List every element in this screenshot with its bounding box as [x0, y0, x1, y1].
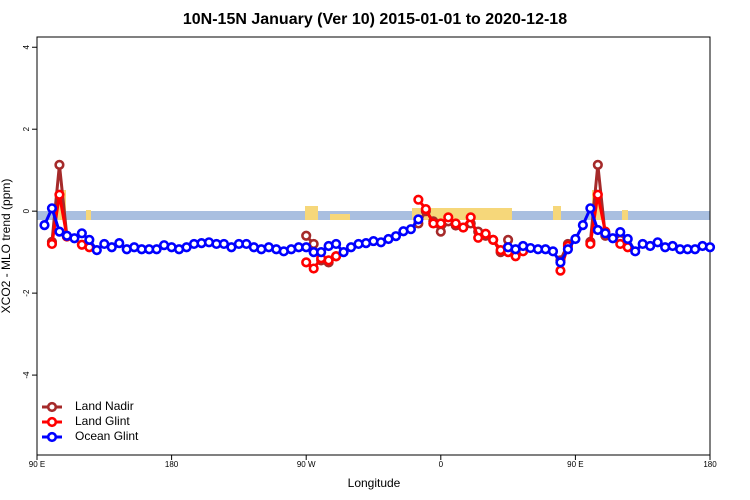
point	[704, 242, 716, 253]
point	[323, 255, 334, 266]
land-patch	[622, 210, 628, 220]
point	[316, 247, 327, 258]
point	[338, 247, 349, 258]
point	[622, 233, 633, 245]
point	[46, 203, 58, 214]
point	[405, 224, 416, 235]
point	[585, 203, 596, 214]
point	[488, 234, 499, 245]
point	[301, 230, 312, 241]
land-patch	[412, 208, 512, 220]
point	[54, 159, 65, 170]
point	[91, 244, 102, 256]
point	[480, 228, 491, 239]
x-tick-label: 180	[165, 460, 179, 469]
point	[76, 228, 87, 239]
point	[308, 263, 319, 274]
x-tick-label: 180	[703, 460, 717, 469]
point	[331, 251, 342, 262]
point	[413, 194, 424, 205]
point	[106, 242, 117, 253]
point	[458, 222, 469, 233]
land-ocean-strip	[37, 190, 710, 220]
point	[592, 159, 603, 170]
point	[151, 244, 162, 255]
point	[615, 226, 626, 238]
point	[443, 212, 454, 223]
point	[413, 214, 424, 225]
point	[54, 189, 65, 200]
point	[555, 265, 566, 276]
x-tick-label: 90 W	[297, 460, 316, 469]
legend-swatch-point	[46, 401, 58, 413]
point	[570, 233, 581, 245]
land-patch	[330, 214, 350, 220]
point	[630, 246, 641, 257]
y-tick-label: 0	[22, 208, 31, 213]
point	[450, 218, 461, 229]
x-tick-label: 90 E	[29, 460, 45, 469]
point	[577, 220, 588, 231]
y-tick-label: -4	[22, 371, 31, 379]
point	[84, 234, 95, 245]
point	[114, 238, 125, 249]
point	[331, 238, 342, 250]
series	[39, 203, 716, 268]
point	[645, 240, 656, 252]
legend-swatch-point	[46, 431, 58, 443]
point	[555, 257, 566, 268]
point	[390, 231, 402, 242]
point	[473, 232, 484, 243]
point	[301, 242, 312, 253]
point	[435, 218, 446, 229]
legend-label: Ocean Glint	[75, 429, 139, 443]
point	[547, 246, 559, 257]
point	[607, 233, 618, 244]
series	[46, 189, 633, 276]
ocean-band	[37, 211, 710, 220]
land-patch	[553, 206, 561, 220]
point	[562, 244, 574, 255]
point	[420, 204, 431, 215]
point	[600, 228, 611, 239]
x-axis-label: Longitude	[348, 476, 401, 490]
point	[585, 238, 596, 250]
land-patch	[86, 210, 91, 220]
x-tick-label: 90 E	[567, 460, 583, 469]
y-axis-label: XCO2 - MLO trend (ppm)	[0, 179, 13, 314]
chart-title: 10N-15N January (Ver 10) 2015-01-01 to 2…	[183, 11, 567, 28]
point	[652, 237, 663, 248]
legend-label: Land Nadir	[75, 399, 134, 413]
point	[69, 233, 80, 244]
point	[435, 226, 446, 237]
y-tick-label: -2	[22, 289, 31, 297]
y-tick-label: 4	[22, 44, 31, 49]
point	[465, 212, 476, 223]
legend-label: Land Glint	[75, 414, 130, 428]
point	[39, 220, 50, 231]
legend-swatch-point	[46, 416, 58, 428]
point	[301, 257, 312, 268]
point	[54, 226, 65, 237]
land-patch	[305, 206, 318, 220]
point	[46, 238, 58, 250]
x-tick-label: 0	[439, 460, 444, 469]
point	[592, 189, 603, 200]
y-tick-label: 2	[22, 126, 31, 131]
